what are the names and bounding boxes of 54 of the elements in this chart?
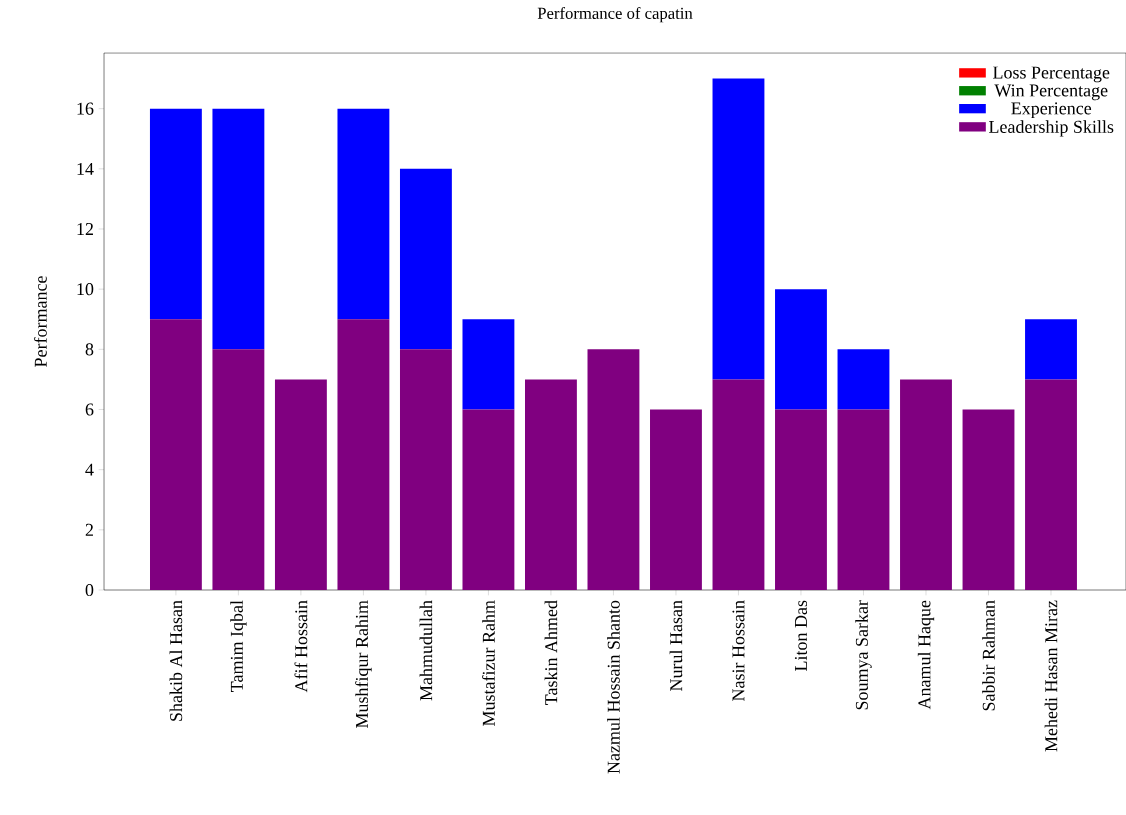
bar (462, 319, 515, 410)
y-tick-label: 16 (77, 102, 94, 115)
bar (274, 379, 327, 590)
bar (775, 289, 827, 410)
legend-label: Win Percentage (994, 84, 1108, 101)
bar (962, 409, 1015, 590)
y-tick-label: 6 (85, 403, 94, 416)
x-tick-label: Tamim Iqbal (230, 600, 247, 692)
bar (337, 319, 390, 590)
bar (462, 409, 515, 590)
bar (212, 108, 265, 350)
y-axis-title: Performance (33, 276, 47, 367)
x-tick-label: Afif Hossain (294, 600, 308, 693)
bar (837, 409, 890, 590)
bar (900, 379, 952, 590)
x-tick-label: Nazmul Hossain Shanto (607, 600, 620, 774)
x-tick-label: Sabbir Rahman (982, 600, 995, 711)
legend-label: Leadership Skills (989, 120, 1114, 137)
x-tick-label: Nurul Hasan (669, 600, 683, 691)
bar (525, 379, 577, 590)
y-tick-label: 0 (85, 583, 94, 597)
bar (712, 78, 765, 380)
bar (1025, 379, 1077, 590)
bar (650, 409, 702, 590)
y-tick-label: 10 (77, 283, 94, 296)
x-tick-label: Anamul Haque (917, 600, 935, 710)
y-tick-label: 12 (77, 223, 93, 235)
legend-label: Loss Percentage (993, 66, 1110, 83)
x-tick-label: Mahmudullah (419, 600, 433, 701)
bar (399, 349, 452, 590)
bar (587, 349, 640, 590)
x-tick-label: Soumya Sarkar (855, 600, 872, 710)
bar (837, 349, 890, 410)
bar (149, 108, 202, 320)
bar (1025, 319, 1077, 380)
bar (712, 379, 765, 590)
y-tick-label: 2 (85, 523, 93, 536)
x-tick-label: Mushfiqur Rahim (355, 600, 372, 729)
y-tick-label: 8 (85, 343, 94, 356)
x-tick-label: Liton Das (794, 600, 808, 672)
x-tick-label: Nasir Hossain (732, 600, 745, 702)
x-tick-label: Taskin Ahmed (544, 600, 558, 705)
bar (337, 108, 390, 320)
bar (212, 349, 265, 590)
legend-label: Experience (1011, 102, 1092, 119)
bar (399, 168, 452, 350)
x-tick-label: Mustafizur Rahm (482, 600, 495, 726)
chart-title: Performance of capatin (537, 7, 693, 23)
bar (149, 319, 202, 590)
x-tick-label: Shakib Al Hasan (169, 600, 183, 721)
bar (775, 409, 827, 590)
y-tick-label: 4 (85, 463, 94, 476)
x-tick-label: Mehedi Hasan Miraz (1044, 600, 1058, 752)
y-tick-label: 14 (77, 162, 94, 175)
